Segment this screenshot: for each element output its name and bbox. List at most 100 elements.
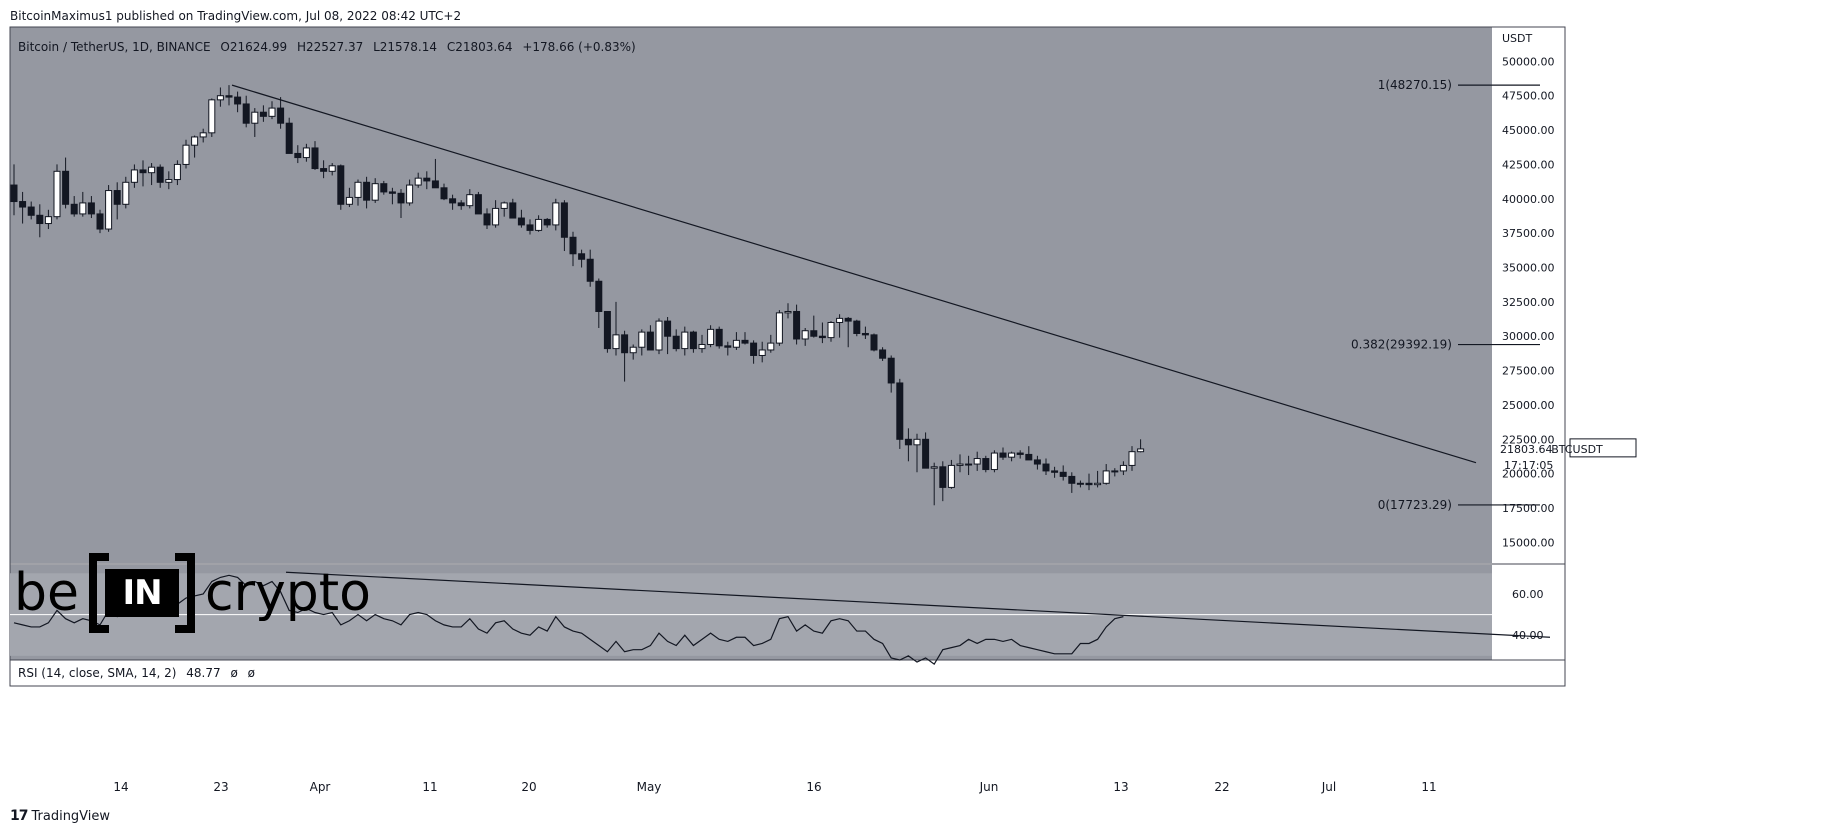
candle-body (1025, 453, 1033, 461)
price-axis (1492, 27, 1565, 660)
time-axis-label: 11 (1421, 780, 1436, 794)
candle-body (801, 330, 809, 340)
price-axis-label: 32500.00 (1502, 296, 1555, 309)
rsi-line (13, 574, 1124, 665)
fib-level-label: 0(17723.29) (1378, 498, 1452, 512)
tradingview-footer[interactable]: 17 TradingView (10, 808, 110, 824)
time-axis-label: 13 (1113, 780, 1128, 794)
candle-body (1051, 470, 1059, 473)
symbol-badge-box (1569, 438, 1637, 458)
last-price-label: 21803.64 (1500, 443, 1553, 456)
candle-body (371, 183, 379, 201)
price-axis-label: 37500.00 (1502, 227, 1555, 240)
candle-body (449, 198, 457, 204)
candle-body (612, 334, 620, 350)
candle-body (767, 342, 775, 351)
candle-body (406, 184, 414, 204)
symbol-badge: BTCUSDT (1551, 443, 1603, 456)
time-axis-label: 16 (806, 780, 821, 794)
candle-body (741, 339, 749, 344)
candle-body (904, 438, 912, 446)
time-axis-label: 14 (113, 780, 128, 794)
candle-body (1085, 482, 1093, 486)
symbol-title[interactable]: Bitcoin / TetherUS, 1D, BINANCE (18, 40, 211, 54)
candle-body (414, 177, 422, 186)
candle-body (939, 466, 947, 488)
candle-body (569, 236, 577, 255)
rsi-extra-2: ø (247, 666, 255, 680)
candle-body (311, 147, 319, 170)
candle-body (27, 206, 35, 216)
candle-body (44, 216, 52, 225)
candle-body (810, 330, 818, 337)
candle-body (818, 335, 826, 339)
candle-body (285, 122, 293, 154)
candle-body (19, 201, 27, 208)
candle-body (930, 466, 938, 469)
candle-body (1008, 452, 1016, 458)
candle-body (526, 224, 534, 231)
candle-body (440, 187, 448, 200)
candle-body (139, 169, 147, 174)
candle-body (896, 382, 904, 440)
ohlc-high-value: 22527.37 (305, 40, 364, 54)
candle-body (173, 163, 181, 181)
candle-body (380, 183, 388, 193)
price-pane (10, 27, 1492, 563)
candle-body (474, 194, 482, 215)
chart-border (9, 26, 1566, 687)
candle-body (603, 310, 611, 350)
candle-body (793, 310, 801, 340)
candle-body (165, 179, 173, 183)
candle-body (1094, 482, 1102, 486)
candle-body (268, 107, 276, 117)
candle-body (483, 213, 491, 226)
price-axis-label: 35000.00 (1502, 262, 1555, 275)
candle-body (517, 217, 525, 226)
candle-body (105, 190, 113, 230)
candle-body (861, 332, 869, 336)
ohlc-low-value: 21578.14 (379, 40, 438, 54)
candle-body (836, 317, 844, 323)
fib-level-label: 1(48270.15) (1378, 78, 1452, 92)
candle-body (191, 136, 199, 146)
candle-body (707, 328, 715, 345)
candle-body (913, 438, 921, 446)
candle-body (844, 317, 852, 322)
candle-body (259, 111, 267, 117)
candle-body (1068, 475, 1076, 484)
candle-body (509, 202, 517, 219)
price-axis-label: 50000.00 (1502, 55, 1555, 68)
candle-body (698, 343, 706, 350)
candle-body (36, 214, 44, 225)
candle-body (1111, 470, 1119, 473)
beincrypto-logo: be IN crypto (14, 548, 371, 638)
rsi-value: 48.77 (186, 666, 221, 680)
candle-body (156, 166, 164, 183)
symbol-overlay: Bitcoin / TetherUS, 1D, BINANCE O21624.9… (18, 40, 636, 54)
candle-body (758, 349, 766, 356)
rsi-legend[interactable]: RSI (14, close, SMA, 14, 2) 48.77 ø ø (18, 666, 261, 680)
candle-body (629, 346, 637, 354)
price-axis-label: 25000.00 (1502, 399, 1555, 412)
candle-body (87, 202, 95, 215)
candle-body (337, 165, 345, 205)
candle-body (853, 320, 861, 334)
candle-body (251, 111, 259, 124)
candle-body (397, 192, 405, 204)
candle-body (672, 335, 680, 350)
time-axis-label: 22 (1214, 780, 1229, 794)
candle-body (1119, 464, 1127, 472)
ohlc-open-label: O (220, 40, 230, 54)
time-axis-label: 11 (422, 780, 437, 794)
candle-body (999, 452, 1007, 458)
rsi-label: RSI (14, close, SMA, 14, 2) (18, 666, 177, 680)
candle-body (113, 190, 121, 205)
ohlc-change: +178.66 (+0.83%) (522, 40, 636, 54)
candle-body (689, 331, 697, 350)
logo-crypto: crypto (205, 563, 371, 623)
candle-body (328, 165, 336, 172)
time-axis-label: 23 (213, 780, 228, 794)
candle-body (320, 168, 328, 172)
